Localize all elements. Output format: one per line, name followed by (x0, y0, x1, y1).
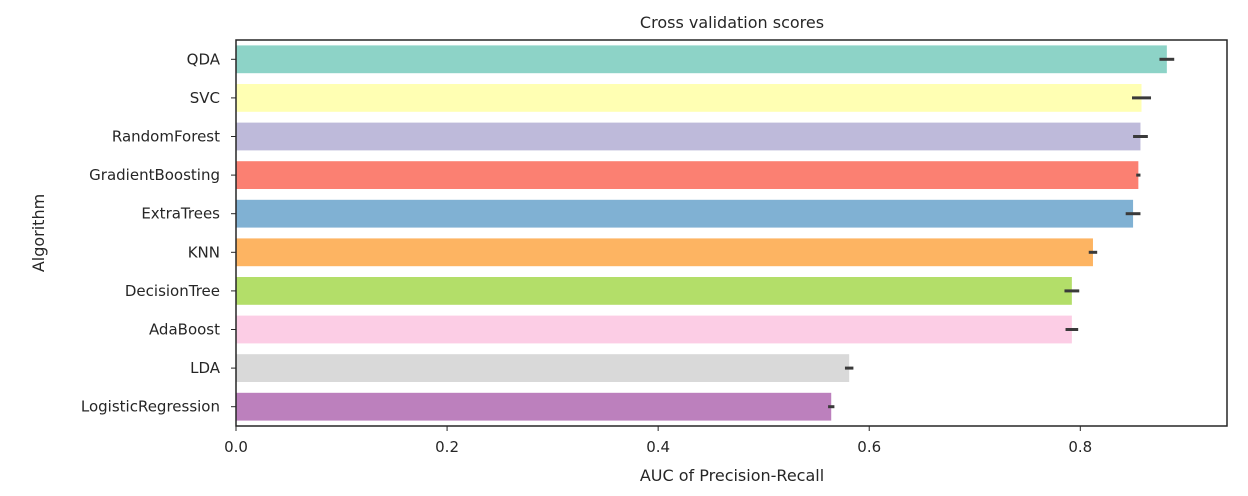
y-tick-labels: QDA SVC RandomForest GradientBoosting ExtraT… (81, 50, 236, 416)
x-tick-labels: 0.0 0.2 0.4 0.6 0.8 (224, 426, 1092, 456)
y-tick-label: GradientBoosting (89, 166, 220, 184)
bars-layer (236, 45, 1167, 421)
y-tick-label: QDA (187, 50, 221, 68)
y-tick-label: LDA (190, 359, 221, 377)
x-axis-title: AUC of Precision-Recall (640, 466, 824, 485)
y-tick-label: ExtraTrees (141, 205, 220, 223)
plot-frame (235, 39, 1228, 427)
bar-qda (236, 45, 1167, 74)
y-tick-label: AdaBoost (149, 321, 220, 339)
y-tick-label: RandomForest (112, 128, 220, 146)
y-tick-label: SVC (190, 89, 220, 107)
x-tick-label: 0.6 (857, 438, 881, 456)
bar-knn (236, 238, 1093, 267)
y-tick-label: DecisionTree (125, 282, 220, 300)
bar-logisticregression (236, 392, 832, 421)
bar-adaboost (236, 315, 1072, 344)
y-axis-title: Algorithm (29, 194, 48, 272)
y-tick-label: LogisticRegression (81, 398, 220, 416)
bar-lda (236, 354, 850, 382)
x-tick-label: 0.0 (224, 438, 248, 456)
x-tick-label: 0.8 (1068, 438, 1092, 456)
bar-gradientboosting (236, 161, 1139, 189)
bar-decisiontree (236, 277, 1072, 305)
bar-extratrees (236, 199, 1134, 228)
bar-randomforest (236, 122, 1141, 151)
bar-svc (236, 84, 1142, 112)
x-tick-label: 0.4 (646, 438, 670, 456)
chart-title: Cross validation scores (640, 13, 824, 32)
y-tick-label: KNN (188, 243, 220, 261)
x-tick-label: 0.2 (435, 438, 459, 456)
error-bars-layer (828, 57, 1175, 409)
